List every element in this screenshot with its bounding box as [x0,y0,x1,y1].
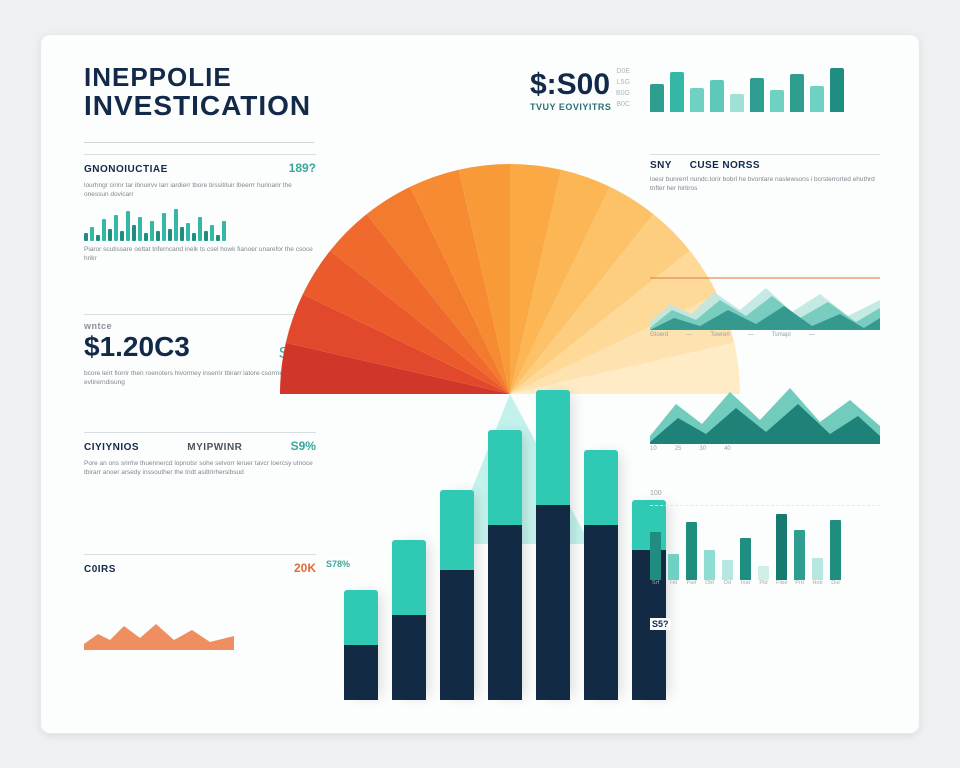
sec3-value: S9% [291,439,316,453]
right-section-2: Gtoerd—Towrerl—Tsmapl— [650,270,880,338]
left-section-1: GNONOIUCTIAE 189? lourhngr cirinr tar ib… [84,154,316,263]
header-metric: $:S00 TVUY EOVIYITRS [530,68,611,112]
sec1-sparkline [84,207,316,241]
right-section-1: SNY CUSE NORSS loesr bunrerrl nundc.tori… [650,154,880,193]
r4-xlabels: SrfHdParlObfDdInatPtdFilsePrdHobDut [650,580,880,586]
sec1-footnote: Piaror scutissare oettat triferncand ine… [84,245,316,263]
main-bar-chart: S78%S5? [340,370,670,700]
header-metric-sub: TVUY EOVIYITRS [530,102,611,112]
sec3-label-left: CIYIYNIOS [84,442,139,453]
r4-ylabel: 100 [650,490,880,497]
sec1-body: lourhngr cirinr tar ibnuirvv larr iardie… [84,181,316,199]
sec4-value: 20K [294,561,316,575]
sec4-label: C0IRS [84,564,116,575]
r3-area-chart [650,374,880,444]
header-metric-value: $:S00 [530,68,611,102]
left-section-4: C0IRS 20K [84,554,316,575]
sec1-label: GNONOIUCTIAE [84,164,168,175]
sec1-value: 189? [289,161,316,175]
r1-label-right: CUSE NORSS [690,160,760,171]
sec2-pre: wntce [84,321,190,331]
page-title: INEPPOLIE INVESTICATION [84,64,311,120]
title-line-2: INVESTICATION [84,91,311,120]
mini-area-chart [84,614,304,655]
right-section-4: 100 SrfHdParlObfDdInatPtdFilsePrdHobDut [650,490,880,586]
r2-legend: Gtoerd—Towrerl—Tsmapl— [650,332,880,338]
r1-body: loesr bunrerrl nundc.torir bobrl he bvon… [650,175,880,193]
dashboard-card: INEPPOLIE INVESTICATION $:S00 TVUY EOVIY… [40,34,920,734]
right-section-3: 10253040 [650,374,880,452]
sec2-value: $1.20C3 [84,331,190,363]
r1-label-left: SNY [650,160,672,171]
left-section-3: CIYIYNIOS MYIPWINR S9% Pore an ons srirr… [84,432,316,477]
title-rule [84,142,314,143]
fan-chart [340,144,680,404]
sec3-body: Pore an ons srirrlw thuennercd lopnotsr … [84,459,316,477]
header-sparkline [650,66,844,112]
sec3-label-right: MYIPWINR [187,442,242,453]
mini-area-svg [84,614,234,650]
header-side-labels: D0EL5GB0GB0C [616,66,630,110]
r2-area-chart [650,270,880,330]
title-line-1: INEPPOLIE [84,64,311,91]
r3-xlabels: 10253040 [650,446,880,452]
r4-bar-chart [650,505,880,580]
